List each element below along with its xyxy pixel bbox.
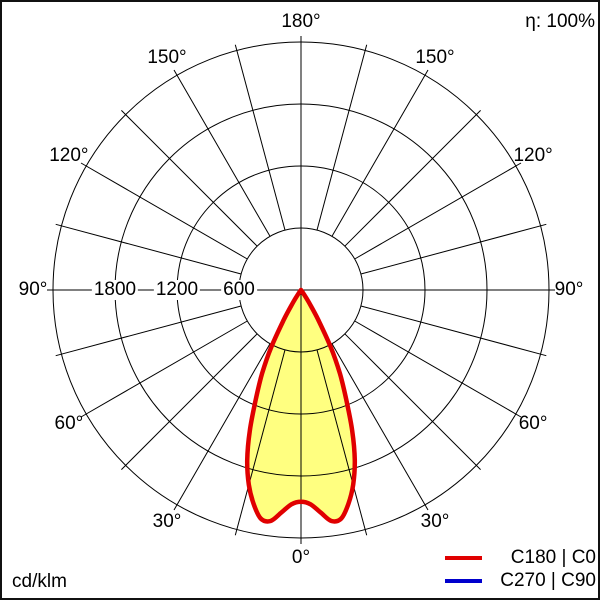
angle-label-150-left: 150° bbox=[147, 46, 187, 68]
angle-label-120-right: 120° bbox=[513, 145, 553, 166]
ring-label-600: 600 bbox=[221, 279, 257, 300]
angle-label-150-right: 150° bbox=[415, 46, 455, 68]
legend-line-icon bbox=[445, 555, 482, 560]
angle-label-90-left: 90° bbox=[18, 279, 48, 300]
legend: C180 | C0 C270 | C90 bbox=[445, 546, 596, 592]
angle-label-30-right: 30° bbox=[420, 511, 450, 533]
legend-line-icon bbox=[445, 578, 482, 583]
beam-curve-c180-c0 bbox=[244, 287, 358, 524]
angle-label-60-right: 60° bbox=[518, 413, 548, 434]
legend-label: C270 | C90 bbox=[500, 569, 596, 591]
legend-row-0: C180 | C0 bbox=[445, 546, 596, 569]
angle-label-90-right: 90° bbox=[554, 279, 584, 300]
legend-row-1: C270 | C90 bbox=[445, 569, 596, 592]
efficiency-label: η: 100% bbox=[525, 11, 595, 32]
angle-label-0: 0° bbox=[291, 547, 311, 568]
legend-label: C180 | C0 bbox=[510, 546, 596, 568]
angle-label-120-left: 120° bbox=[49, 145, 89, 166]
ring-label-1800: 1800 bbox=[91, 279, 139, 300]
ring-label-1200: 1200 bbox=[153, 279, 201, 300]
polar-grid bbox=[47, 36, 555, 544]
angle-label-60-left: 60° bbox=[54, 413, 84, 434]
angle-label-180: 180° bbox=[281, 11, 321, 32]
unit-label: cd/klm bbox=[12, 571, 67, 592]
angle-label-30-left: 30° bbox=[152, 511, 182, 533]
